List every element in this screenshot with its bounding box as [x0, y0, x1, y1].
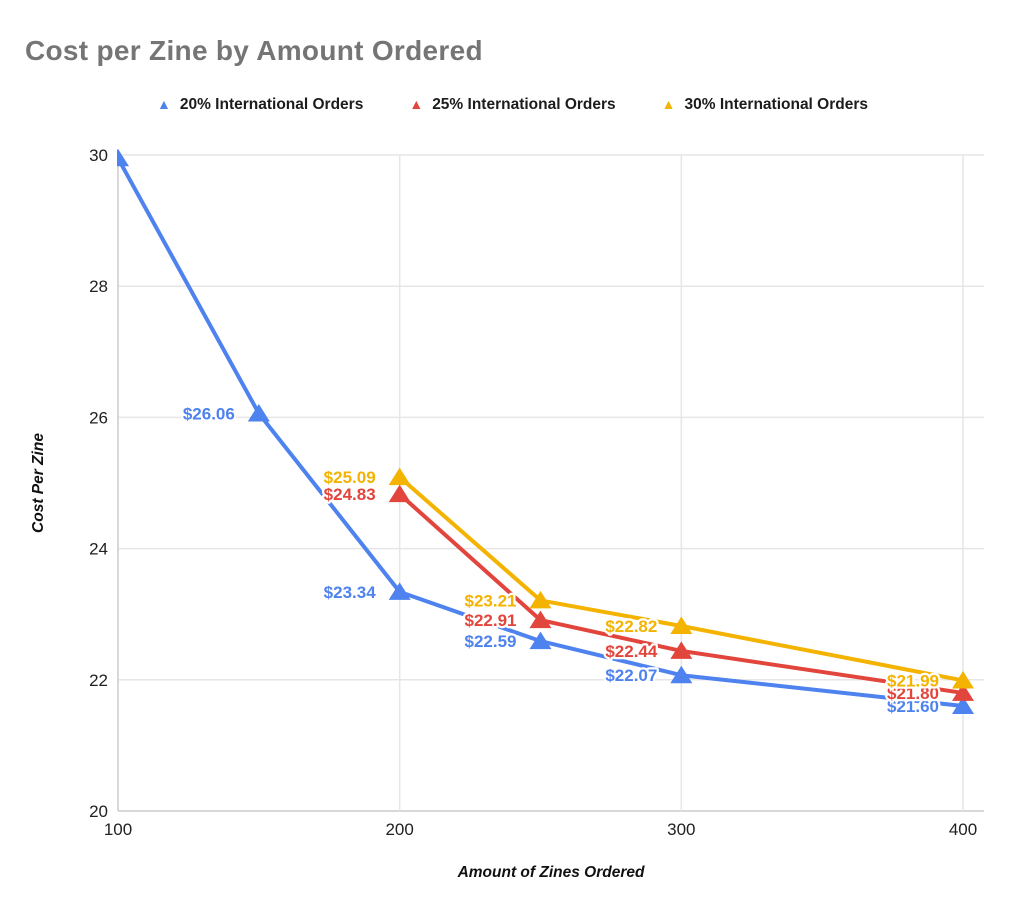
data-label-layer: $26.06 $23.34 $22.59 $22.07 $21.60 $24.83 $22.… [181, 402, 942, 718]
series-line-2 [397, 475, 965, 683]
y-axis-title: Cost Per Zine [30, 433, 47, 533]
x-tick-label: 100 [104, 820, 132, 839]
y-tick-label: 30 [89, 146, 108, 165]
data-point-marker [952, 696, 974, 715]
data-label: $23.34 [324, 583, 377, 602]
y-tick-label: 24 [89, 540, 108, 559]
legend-label: 25% International Orders [432, 96, 616, 113]
chart-title: Cost per Zine by Amount Ordered [25, 35, 483, 66]
data-label: $26.06 [183, 404, 235, 423]
y-tick-label: 22 [89, 671, 108, 690]
series-line-1 [397, 492, 965, 695]
data-point-marker [388, 467, 411, 486]
legend-label: 30% International Orders [684, 96, 869, 113]
legend-item-20pct: ▲ 20% International Orders [157, 96, 363, 114]
data-label: $24.83 [324, 485, 376, 504]
data-point-marker [388, 582, 411, 600]
data-label: $22.44 [605, 642, 658, 661]
data-point-marker [529, 610, 552, 629]
y-tick-label: 26 [89, 408, 108, 427]
x-tick-label: 400 [949, 820, 977, 839]
y-tick-label: 28 [89, 277, 108, 296]
data-label: $21.80 [887, 684, 939, 703]
data-label: $21.99 [887, 671, 939, 690]
chart-legend: ▲ 20% International Orders ▲ 25% Interna… [0, 96, 1025, 114]
data-point-marker [117, 148, 129, 167]
data-point-marker [388, 484, 411, 503]
series-layer [117, 148, 974, 715]
data-label: $22.59 [465, 632, 517, 651]
data-point-marker [670, 641, 693, 659]
x-axis-title: Amount of Zines Ordered [457, 864, 645, 881]
x-tick-label: 300 [667, 820, 695, 839]
data-point-marker [952, 670, 974, 689]
data-label: $23.21 [465, 591, 517, 610]
legend-item-30pct: ▲ 30% International Orders [662, 96, 868, 114]
data-label: $25.09 [324, 468, 376, 487]
legend-item-25pct: ▲ 25% International Orders [409, 96, 615, 114]
data-point-marker [670, 616, 693, 635]
series-line-0 [117, 156, 965, 709]
data-point-marker [952, 683, 974, 701]
legend-label: 20% International Orders [179, 96, 364, 113]
data-label: $22.82 [605, 617, 657, 636]
triangle-up-icon: ▲ [156, 96, 171, 112]
triangle-up-icon: ▲ [409, 96, 424, 112]
data-label: $22.07 [605, 666, 657, 685]
data-point-marker [247, 403, 270, 422]
data-point-marker [529, 590, 552, 609]
y-tick-label: 20 [89, 802, 108, 821]
data-label: $21.60 [887, 697, 939, 716]
triangle-up-icon: ▲ [661, 96, 676, 112]
x-tick-label: 200 [385, 820, 413, 839]
data-point-marker [670, 665, 693, 684]
data-label: $22.91 [465, 611, 517, 630]
data-point-marker [529, 631, 552, 650]
